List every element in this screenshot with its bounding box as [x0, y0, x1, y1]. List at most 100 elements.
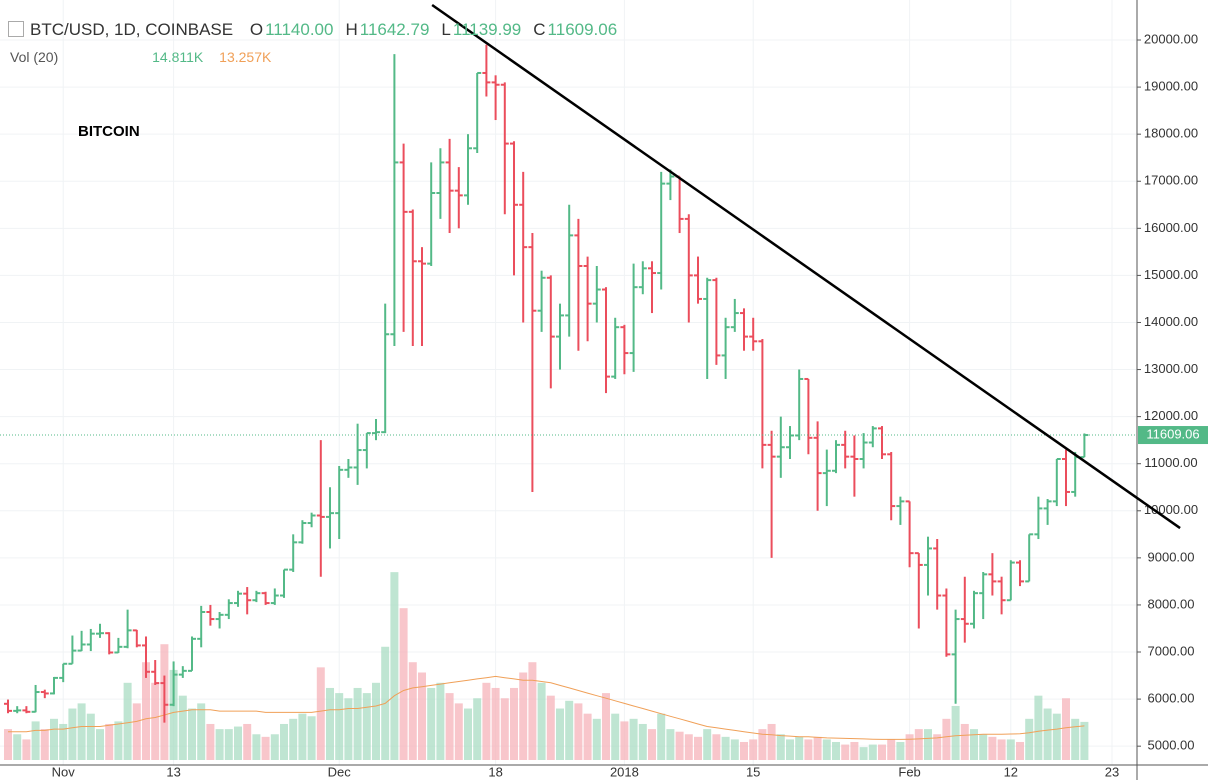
volume-bar	[730, 739, 739, 760]
volume-bar	[684, 734, 693, 760]
volume-bar	[666, 729, 675, 760]
volume-bar	[234, 726, 242, 760]
volume-bar	[142, 662, 150, 760]
volume-bar	[850, 741, 859, 760]
volume-bar	[905, 734, 914, 760]
volume-bar	[491, 687, 500, 760]
volume-bar	[188, 708, 196, 760]
volume-bar	[970, 729, 978, 760]
volume-bar	[31, 721, 40, 760]
volume-bar	[96, 729, 104, 760]
volume-bar	[795, 736, 804, 760]
volume-bar	[50, 718, 58, 760]
volume-bar	[988, 736, 997, 760]
volume-bar	[528, 662, 537, 760]
volume-bar	[1016, 741, 1024, 760]
volume-bar	[280, 723, 288, 760]
volume-bar	[878, 744, 886, 760]
volume-bar	[344, 698, 353, 760]
volume-bar	[114, 721, 123, 760]
volume-bar	[510, 687, 518, 760]
trend-line	[431, 3, 1181, 530]
x-tick-label: 18	[488, 764, 502, 779]
annotation: BITCOIN	[78, 123, 140, 140]
y-tick-label: 18000.00	[1144, 126, 1198, 141]
volume-bar	[445, 693, 454, 760]
volume-bar	[326, 687, 334, 760]
volume-bar	[997, 739, 1006, 760]
legend-key: L	[441, 20, 451, 39]
volume-bar	[574, 703, 583, 760]
y-tick-label: 14000.00	[1144, 314, 1198, 329]
volume-bar	[546, 695, 555, 760]
volume-bar	[4, 729, 12, 760]
legend-value: 11139.99	[452, 20, 522, 39]
legend-value: 11609.06	[547, 20, 618, 39]
x-tick-label: Feb	[898, 764, 920, 779]
y-tick-label: 13000.00	[1144, 361, 1198, 376]
volume-bar	[859, 747, 868, 760]
volume-bar	[197, 703, 206, 760]
volume-bar	[399, 608, 408, 760]
y-tick-label: 20000.00	[1144, 31, 1198, 46]
volume-header: Vol (20) 14.811K 13.257K	[10, 49, 271, 65]
legend-key: C	[533, 20, 546, 39]
volume-bar	[454, 703, 463, 760]
header: BTC/USD, 1D, COINBASE O 11140.00 H 11642.79…	[8, 20, 617, 40]
volume-bar	[464, 708, 472, 760]
volume-bar	[1062, 698, 1070, 760]
y-tick-label: 12000.00	[1144, 408, 1198, 423]
volume-bar	[786, 739, 794, 760]
y-tick-label: 19000.00	[1144, 79, 1198, 94]
volume-bar	[77, 703, 86, 760]
volume-bar	[436, 682, 445, 760]
volume-bar	[178, 695, 187, 760]
volume-bar	[868, 744, 877, 760]
volume-bar	[418, 672, 426, 760]
y-tick-label: 5000.00	[1148, 738, 1195, 753]
volume-bar	[298, 713, 307, 760]
volume-bar	[1071, 718, 1080, 760]
volume-bar	[694, 736, 702, 760]
volume-bar	[500, 698, 509, 760]
volume-bar	[592, 718, 601, 760]
x-tick-label: 13	[166, 764, 180, 779]
volume-bar	[270, 734, 279, 760]
y-tick-label: 17000.00	[1144, 173, 1198, 188]
volume-bar	[712, 734, 721, 760]
x-tick-label: 15	[746, 764, 760, 779]
volume-bar	[832, 741, 840, 760]
y-tick-label: 8000.00	[1148, 596, 1195, 611]
volume-bar	[1080, 721, 1089, 760]
volume-bar	[914, 729, 923, 760]
last-price-label: 11609.06	[1146, 426, 1199, 441]
volume-bar	[519, 672, 528, 760]
volume-bar	[583, 713, 592, 760]
x-tick-label: 12	[1004, 764, 1018, 779]
volume-bar	[68, 708, 77, 760]
volume-bar	[924, 729, 932, 760]
volume-bar	[565, 700, 574, 760]
volume-bar	[611, 713, 620, 760]
volume-bar	[951, 705, 960, 760]
x-tick-label: Nov	[52, 764, 76, 779]
legend-value: 11140.00	[265, 20, 334, 39]
volume-name: Vol (20)	[10, 49, 59, 65]
volume-bar	[1025, 718, 1034, 760]
volume-bar	[813, 736, 822, 760]
y-tick-label: 15000.00	[1144, 267, 1198, 282]
volume-bar	[252, 734, 261, 760]
volume-bar	[629, 718, 638, 760]
volume-bar	[960, 723, 969, 760]
volume-bar	[390, 572, 399, 760]
volume-bar	[933, 734, 942, 760]
volume-bar	[740, 741, 748, 760]
x-tick-label: Dec	[328, 764, 352, 779]
volume-bar	[206, 723, 215, 760]
volume-bar	[758, 729, 767, 760]
volume-bar	[316, 667, 325, 760]
y-tick-label: 11000.00	[1144, 455, 1197, 470]
volume-ma-value: 13.257K	[219, 49, 272, 65]
volume-bar	[362, 693, 371, 760]
